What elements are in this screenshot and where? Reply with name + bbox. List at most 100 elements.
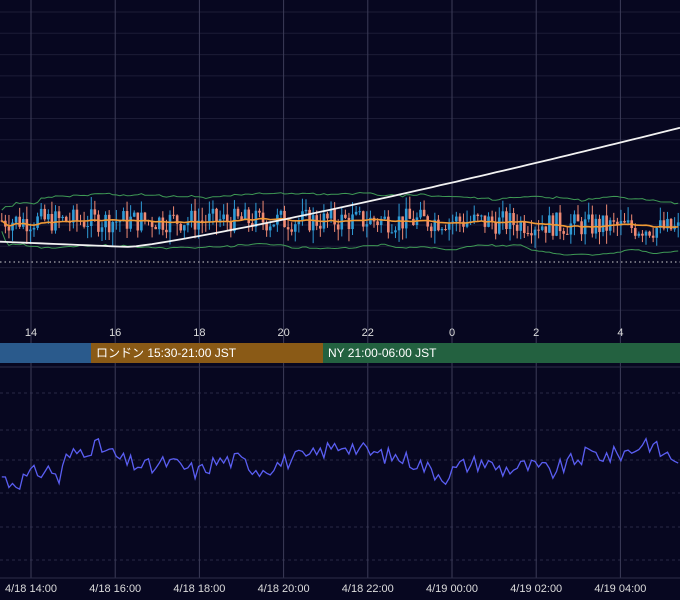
price-pane[interactable]	[0, 126, 680, 263]
candle-body	[154, 226, 157, 230]
bottom-axis-tick-label: 4/19 02:00	[510, 583, 562, 595]
candle-body	[72, 209, 75, 223]
candle-body	[533, 229, 537, 236]
candle-body	[465, 222, 469, 227]
candle-body	[61, 216, 64, 219]
oscillator-pane[interactable]	[1, 436, 679, 491]
candle-body	[347, 217, 351, 230]
candle-body	[165, 229, 168, 233]
candle-body	[390, 232, 394, 234]
top-axis-tick-label: 16	[109, 327, 121, 339]
candle-body	[258, 210, 261, 213]
candle-body	[387, 216, 390, 233]
bottom-time-axis: 4/18 14:00 4/18 16:00 4/18 18:00 4/18 20:00…	[5, 583, 646, 595]
candle-body	[175, 215, 179, 224]
candle-body	[193, 210, 197, 230]
candle-body	[444, 228, 447, 230]
candle-body	[179, 223, 183, 231]
candle-body	[562, 231, 565, 234]
candle-body	[354, 211, 358, 215]
oscillator-line	[1, 436, 679, 491]
candle-body	[576, 214, 580, 222]
candle-body	[286, 227, 290, 230]
candle-body	[333, 209, 336, 225]
candle-body	[218, 219, 222, 222]
candle-body	[319, 225, 322, 229]
candle-body	[122, 211, 125, 222]
candle-body	[394, 230, 397, 233]
candle-body	[497, 217, 501, 234]
candle-body	[526, 232, 530, 234]
candle-body	[240, 216, 243, 220]
candle-body	[229, 221, 233, 232]
candle-body	[641, 233, 644, 236]
candle-body	[64, 216, 68, 222]
candle-body	[458, 216, 462, 222]
candle-body	[326, 213, 329, 219]
candle-body	[197, 220, 200, 230]
moving-average-short-line	[1, 217, 679, 229]
candle-body	[612, 220, 616, 222]
candle-body	[501, 211, 505, 218]
candle-body	[422, 209, 426, 217]
candle-body	[644, 231, 648, 236]
candle-body	[183, 225, 186, 231]
candle-body	[401, 216, 404, 229]
candle-body	[451, 221, 455, 223]
candle-body	[480, 215, 483, 217]
bottom-axis-tick-label: 4/18 14:00	[5, 583, 57, 595]
candle-body	[140, 212, 143, 231]
candle-body	[311, 215, 315, 231]
candle-body	[544, 226, 548, 233]
candle-body	[351, 214, 354, 230]
candle-body	[523, 220, 526, 233]
bottom-axis-tick-label: 4/18 22:00	[342, 583, 394, 595]
candle-body	[150, 220, 154, 227]
candle-body	[601, 215, 605, 233]
candle-body	[247, 209, 251, 224]
candle-body	[293, 224, 297, 232]
session-band-ny	[323, 343, 680, 363]
session-label-london: ロンドン 15:30-21:00 JST	[96, 346, 237, 360]
bottom-axis-tick-label: 4/19 00:00	[426, 583, 478, 595]
candle-body	[437, 219, 440, 231]
candle-body	[32, 227, 36, 230]
candle-body	[236, 208, 240, 217]
candle-body	[476, 214, 480, 217]
candle-body	[14, 216, 18, 223]
candle-body	[115, 221, 118, 223]
candle-body	[651, 235, 655, 238]
top-axis-tick-label: 14	[25, 327, 37, 339]
candle-body	[505, 211, 508, 230]
candle-body	[54, 211, 57, 231]
candle-body	[268, 226, 272, 231]
candle-body	[336, 224, 340, 230]
candle-body	[43, 208, 47, 220]
candle-body	[361, 211, 365, 227]
top-axis-tick-label: 0	[449, 327, 455, 339]
candle-body	[89, 209, 93, 226]
candle-body	[605, 215, 608, 231]
candle-body	[433, 219, 437, 232]
candle-body	[132, 212, 136, 217]
candle-body	[47, 213, 50, 220]
candle-body	[129, 216, 132, 229]
candle-body	[208, 213, 211, 223]
top-axis-tick-label: 20	[277, 327, 289, 339]
candle-body	[11, 222, 14, 231]
candle-body	[666, 218, 669, 229]
candle-body	[243, 209, 247, 220]
candle-body	[261, 212, 265, 223]
candle-body	[57, 211, 61, 219]
candle-body	[490, 216, 494, 223]
candle-body	[200, 220, 204, 222]
candle-body	[86, 225, 89, 227]
candle-body	[344, 214, 347, 218]
top-time-axis: 14 16 18 20 22 0 2 4	[25, 327, 624, 339]
candle-body	[408, 208, 412, 219]
candle-body	[659, 220, 662, 228]
session-bar: ロンドン 15:30-21:00 JST NY 21:00-06:00 JST	[0, 343, 680, 363]
candle-body	[93, 209, 97, 215]
candle-body	[383, 216, 387, 219]
